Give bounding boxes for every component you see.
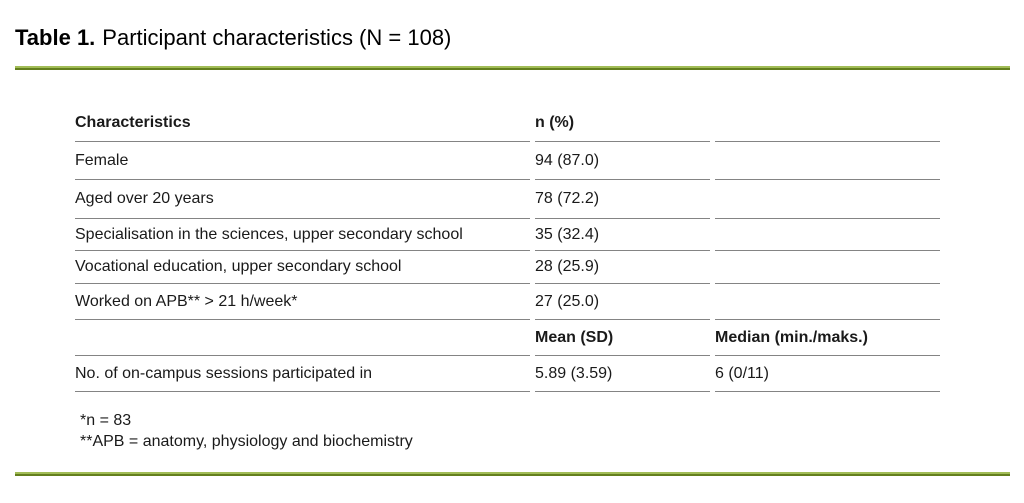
header-characteristics: Characteristics: [75, 104, 530, 142]
top-divider-rule: [15, 66, 1010, 70]
row-mean-cell: 5.89 (3.59): [535, 356, 710, 392]
footnote-line: *n = 83: [80, 412, 132, 429]
participants-table: Characteristics n (%) Female 94 (87.0) A…: [70, 104, 945, 392]
subheader-mean-sd: Mean (SD): [535, 320, 710, 356]
row-label-cell: Female: [75, 142, 530, 180]
footnotes: *n = 83 **APB = anatomy, physiology and …: [80, 410, 413, 452]
row-empty-cell: [715, 219, 940, 251]
row-value-cell: 28 (25.9): [535, 251, 710, 284]
row-empty-cell: [715, 251, 940, 284]
subheader-median: Median (min./maks.): [715, 320, 940, 356]
row-label-cell: Worked on APB** > 21 h/week*: [75, 284, 530, 320]
table-row: Specialisation in the sciences, upper se…: [75, 219, 940, 251]
row-value-cell: 27 (25.0): [535, 284, 710, 320]
row-empty-cell: [715, 284, 940, 320]
row-label-cell: Vocational education, upper secondary sc…: [75, 251, 530, 284]
table-row: Worked on APB** > 21 h/week* 27 (25.0): [75, 284, 940, 320]
table-row: Aged over 20 years 78 (72.2): [75, 180, 940, 219]
header-n-percent: n (%): [535, 104, 710, 142]
subheader-empty-cell: [75, 320, 530, 356]
row-label-cell: Specialisation in the sciences, upper se…: [75, 219, 530, 251]
table-header-row: Characteristics n (%): [75, 104, 940, 142]
row-label-cell: No. of on-campus sessions participated i…: [75, 356, 530, 392]
bottom-divider-rule: [15, 472, 1010, 476]
header-empty-cell: [715, 104, 940, 142]
table-row: No. of on-campus sessions participated i…: [75, 356, 940, 392]
row-empty-cell: [715, 142, 940, 180]
table-caption: Table 1. Participant characteristics (N =…: [15, 25, 451, 51]
row-label-cell: Aged over 20 years: [75, 180, 530, 219]
row-empty-cell: [715, 180, 940, 219]
table-subheader-row: Mean (SD) Median (min./maks.): [75, 320, 940, 356]
row-value-cell: 35 (32.4): [535, 219, 710, 251]
row-value-cell: 78 (72.2): [535, 180, 710, 219]
table-row: Vocational education, upper secondary sc…: [75, 251, 940, 284]
row-value-cell: 94 (87.0): [535, 142, 710, 180]
table-row: Female 94 (87.0): [75, 142, 940, 180]
table-caption-number: Table 1.: [15, 25, 96, 50]
table-caption-text: Participant characteristics (N = 108): [102, 25, 452, 50]
row-median-cell: 6 (0/11): [715, 356, 940, 392]
footnote-line: **APB = anatomy, physiology and biochemi…: [80, 433, 413, 450]
